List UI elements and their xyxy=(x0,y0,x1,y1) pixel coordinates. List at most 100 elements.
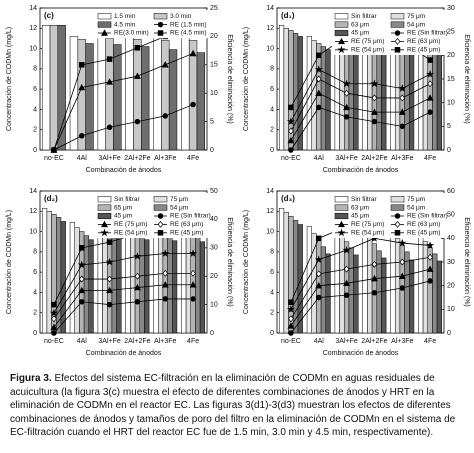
y-tick-label: 4 xyxy=(270,289,274,296)
marker xyxy=(394,37,401,45)
marker xyxy=(190,296,196,302)
x-tick-label: 4Al xyxy=(77,338,88,345)
y-tick-label: 4 xyxy=(33,106,37,113)
bar xyxy=(195,236,201,334)
y-tick-label: 10 xyxy=(266,228,274,235)
y-tick-label: 12 xyxy=(29,208,37,215)
x-tick-label: 3Al+Fe xyxy=(335,155,357,162)
y2-tick-label: 5 xyxy=(447,123,451,130)
bar xyxy=(399,38,405,151)
y-tick-label: 0 xyxy=(270,330,274,337)
x-axis-label: Combinación de ánodos xyxy=(323,167,399,174)
line xyxy=(290,256,431,320)
marker xyxy=(394,47,401,53)
marker xyxy=(337,45,346,54)
bar xyxy=(133,39,142,151)
marker xyxy=(343,103,351,111)
marker xyxy=(426,241,435,249)
marker xyxy=(315,75,322,83)
marker xyxy=(157,213,164,219)
marker xyxy=(343,89,350,97)
marker xyxy=(427,80,433,88)
marker xyxy=(426,94,434,101)
y-axis-label: Concentración de CODMn (mg/L) xyxy=(243,27,250,131)
legend-swatch xyxy=(153,13,168,20)
y2-axis-label: Eficiencia de eliminación (%) xyxy=(226,217,233,306)
y2-tick-label: 30 xyxy=(447,5,455,12)
bar xyxy=(432,45,438,151)
y2-tick-label: 10 xyxy=(447,100,455,107)
y-tick-label: 8 xyxy=(33,66,37,73)
x-tick-label: Al+3Fe xyxy=(391,338,413,345)
y2-axis-label: Eficiencia de eliminación (%) xyxy=(463,34,470,123)
marker xyxy=(134,299,141,305)
marker xyxy=(78,83,86,91)
bar xyxy=(111,234,117,334)
marker xyxy=(77,260,86,269)
marker xyxy=(316,52,322,59)
marker xyxy=(78,286,86,294)
y2-axis-label: Eficiencia de eliminación (%) xyxy=(226,34,233,123)
legend-label: 45 μm xyxy=(351,213,369,220)
legend-label: RE (54 μm) xyxy=(351,47,384,54)
legend-box xyxy=(95,193,209,238)
x-tick-label: 2Al+2Fe xyxy=(361,155,387,162)
line xyxy=(290,280,431,334)
marker xyxy=(157,230,164,236)
bar xyxy=(153,223,159,334)
x-tick-label: 3Al+Fe xyxy=(335,338,357,345)
marker xyxy=(133,72,141,79)
bar xyxy=(57,24,66,151)
legend-label: 63 μm xyxy=(351,204,369,211)
legend-label: RE (45 μm) xyxy=(170,230,203,237)
legend-label: 45 μm xyxy=(114,213,132,220)
x-tick-label: Al+3Fe xyxy=(154,155,176,162)
legend-label: 4.5 min xyxy=(114,21,136,28)
marker xyxy=(106,286,114,294)
legend-label: RE (Sin filtrar) xyxy=(407,213,448,220)
bar xyxy=(56,217,62,334)
bar xyxy=(181,223,187,334)
marker xyxy=(338,37,345,45)
marker xyxy=(106,275,113,283)
bar xyxy=(418,235,424,334)
legend-label: RE (75 μm) xyxy=(351,221,384,228)
legend-swatch xyxy=(390,21,405,28)
caption-label: Figura 3. xyxy=(10,373,52,384)
marker xyxy=(101,29,108,36)
marker xyxy=(315,270,322,278)
bar xyxy=(325,253,331,334)
y-tick-label: 0 xyxy=(33,330,37,337)
bar xyxy=(141,46,150,151)
y-tick-label: 14 xyxy=(266,188,274,195)
y2-tick-label: 10 xyxy=(447,306,455,313)
y2-tick-label: 25 xyxy=(447,29,455,36)
marker xyxy=(315,89,323,96)
y-tick-label: 6 xyxy=(270,86,274,93)
x-tick-label: 4Fe xyxy=(424,155,436,162)
y-tick-label: 14 xyxy=(29,188,37,195)
x-tick-label: 4Al xyxy=(314,155,325,162)
bar xyxy=(161,40,170,151)
marker xyxy=(342,245,351,254)
legend-label: 54 μm xyxy=(170,204,188,211)
y-axis-label: Concentración de CODMn (mg/L) xyxy=(243,210,250,314)
legend-label: RE (45 μm) xyxy=(407,230,440,237)
bar xyxy=(343,241,350,334)
marker xyxy=(398,238,407,247)
bar xyxy=(172,240,178,334)
y2-tick-label: 20 xyxy=(447,52,455,59)
marker xyxy=(399,94,406,102)
legend-swatch xyxy=(97,13,112,20)
y-tick-label: 10 xyxy=(29,45,37,52)
panel-label: (d₃) xyxy=(281,194,295,203)
marker xyxy=(343,292,350,298)
marker xyxy=(314,255,323,264)
x-tick-label: 4Al xyxy=(314,338,325,345)
marker xyxy=(426,70,435,78)
bar xyxy=(278,207,285,334)
marker xyxy=(106,124,113,131)
legend-swatch xyxy=(334,196,349,203)
y2-tick-label: 20 xyxy=(210,33,218,40)
marker xyxy=(288,315,294,323)
